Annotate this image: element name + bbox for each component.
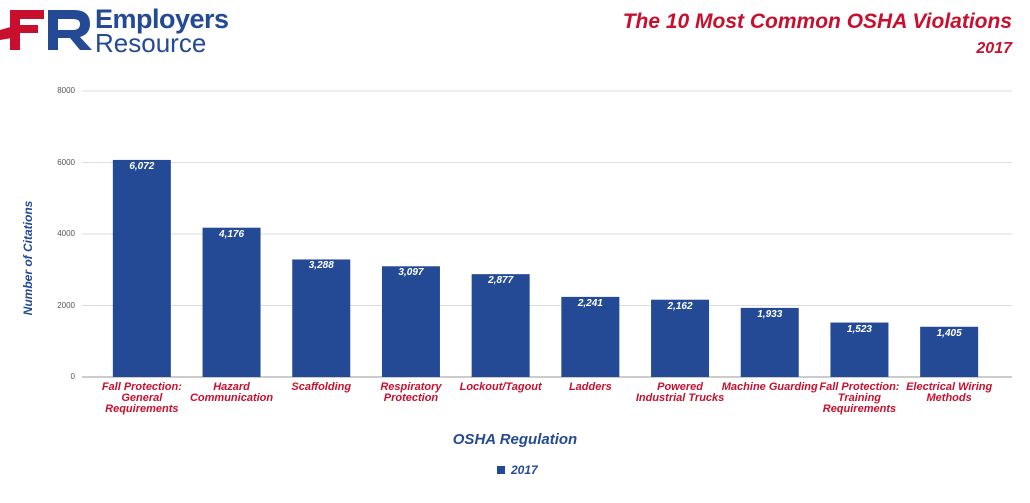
- bar: [112, 159, 171, 377]
- value-label: 2,162: [667, 300, 693, 312]
- value-label: 3,097: [398, 267, 424, 279]
- bar: [830, 322, 889, 377]
- y-axis-title: Number of Citations: [21, 200, 35, 316]
- bar: [651, 299, 710, 377]
- value-label: 1,933: [757, 308, 783, 320]
- logo-mark: [0, 10, 92, 50]
- bar: [920, 326, 979, 377]
- x-tick-label: Powered Industrial Trucks: [635, 381, 725, 404]
- bar: [202, 227, 261, 377]
- x-tick-label: Respiratory Protection: [380, 381, 442, 404]
- bar: [471, 274, 530, 377]
- legend-label: 2017: [511, 463, 538, 477]
- x-tick-label: Machine Guarding: [721, 381, 818, 393]
- bar: [740, 307, 799, 377]
- x-tick-label: Lockout/Tagout: [459, 381, 542, 393]
- value-label: 2,877: [488, 275, 514, 287]
- y-tick-label: 6000: [57, 157, 75, 167]
- y-tick-label: 0: [70, 372, 75, 381]
- x-tick-label: Hazard Communication: [189, 381, 274, 404]
- x-tick-label: Fall Protection: Training Requirements: [819, 381, 900, 415]
- logo-text: Resource: [95, 28, 207, 58]
- value-label: 4,176: [219, 228, 245, 240]
- logo-wing: [0, 26, 14, 40]
- logo-f: [10, 10, 44, 50]
- bar: [292, 259, 351, 377]
- bar: [381, 266, 440, 377]
- legend: 2017: [497, 463, 538, 477]
- value-label: 2,241: [577, 297, 603, 309]
- x-tick-label: Ladders: [568, 381, 612, 393]
- value-label: 1,405: [936, 327, 962, 339]
- bar: [561, 296, 620, 377]
- chart-subtitle: 2017: [976, 40, 1012, 57]
- x-tick-label: Electrical Wiring Methods: [906, 381, 993, 404]
- x-tick-label: Fall Protection: General Requirements: [101, 381, 182, 415]
- value-label: 3,288: [308, 260, 334, 272]
- y-tick-label: 8000: [57, 86, 75, 95]
- value-label: 1,523: [846, 323, 872, 335]
- x-tick-label: Scaffolding: [291, 381, 352, 393]
- y-tick-label: 4000: [57, 229, 75, 238]
- logo-r: [48, 10, 92, 50]
- x-axis-title: OSHA Regulation: [452, 431, 578, 448]
- chart-title: The 10 Most Common OSHA Violations: [622, 10, 1012, 33]
- logo-text: Employers: [95, 4, 229, 34]
- legend-swatch: [497, 466, 505, 474]
- y-tick-label: 2000: [57, 300, 75, 310]
- value-label: 6,072: [129, 160, 155, 172]
